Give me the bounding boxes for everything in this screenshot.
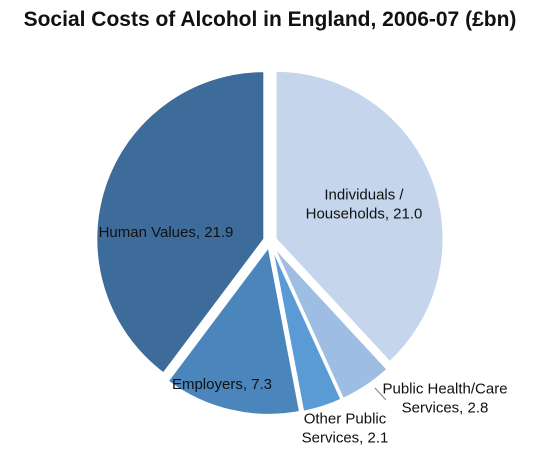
slice-label-line: Individuals /: [324, 187, 404, 204]
slice-label: Individuals / Households, 21.0: [306, 187, 423, 223]
pie-slice: [272, 245, 389, 401]
label-connector: [374, 387, 387, 401]
pie-slice: [166, 244, 302, 416]
slice-label-line: Households, 21.0: [306, 206, 423, 223]
slice-label: Employers, 7.3: [172, 376, 272, 393]
chart-title: Social Costs of Alcohol in England, 2006…: [23, 8, 517, 31]
slice-label-line: Services, 2.8: [402, 400, 489, 417]
slice-label-line: Services, 2.1: [302, 430, 389, 447]
slice-label: Public Health/Care Services, 2.8: [382, 381, 507, 417]
slice-label-line: Other Public: [304, 411, 387, 428]
slice-label-line: Employers, 7.3: [172, 376, 272, 393]
slice-label: Other Public Services, 2.1: [302, 411, 389, 447]
slice-label-line: Human Values, 21.9: [99, 224, 234, 241]
pie-slice: [274, 69, 445, 364]
pie-slice: [95, 70, 266, 375]
slice-label-line: Public Health/Care: [382, 381, 507, 398]
pie-slice: [270, 246, 343, 413]
slice-label: Human Values, 21.9: [99, 224, 234, 241]
